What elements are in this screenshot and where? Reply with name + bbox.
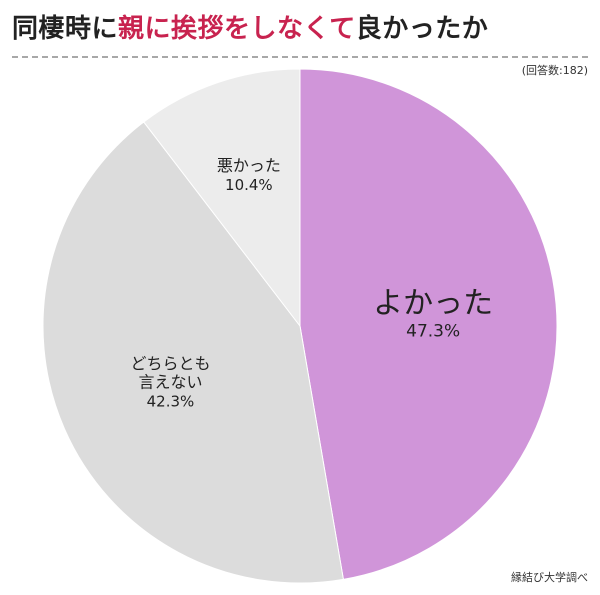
slice-label-text-2-1: どちらとも xyxy=(130,354,210,373)
page-title: 同棲時に親に挨拶をしなくて良かったか xyxy=(12,8,488,45)
response-count-note: (回答数:182) xyxy=(521,64,588,77)
title-part2: 良かったか xyxy=(355,14,489,44)
slice-label-text-3-1: 悪かった xyxy=(217,156,281,175)
title-highlight: 親に挨拶をしなくて xyxy=(118,14,356,44)
source-credit: 縁結び大学調べ xyxy=(511,571,588,584)
title-divider xyxy=(12,56,588,58)
slice-value-label-3: 10.4% xyxy=(225,176,273,194)
slice-value-label-2: 42.3% xyxy=(147,392,195,410)
slice-value-label-1: 47.3% xyxy=(406,321,460,341)
slice-label-text-2-2: 言えない xyxy=(138,373,202,392)
pie-slice-1 xyxy=(299,68,558,580)
title-part1: 同棲時に xyxy=(12,14,119,44)
pie-slice-2 xyxy=(42,121,344,584)
slice-label-text-1-1: よかった xyxy=(373,286,493,321)
pie-slice-3 xyxy=(143,68,301,328)
